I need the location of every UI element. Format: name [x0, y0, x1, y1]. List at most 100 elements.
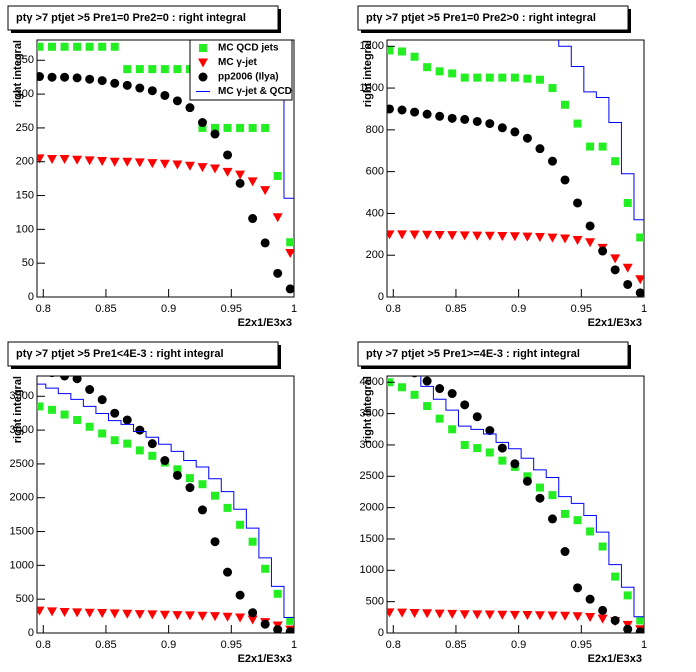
triangle-marker — [560, 611, 571, 621]
circle-marker — [197, 118, 207, 128]
triangle-marker — [47, 607, 58, 617]
circle-marker — [223, 150, 233, 160]
triangle-marker — [434, 609, 445, 619]
x-tick-label: 0.85 — [95, 639, 116, 651]
triangle-marker — [247, 615, 258, 625]
square-marker — [423, 63, 432, 72]
circle-marker — [172, 96, 182, 106]
circle-marker — [472, 412, 482, 422]
circle-marker — [210, 129, 220, 139]
square-marker — [261, 123, 270, 132]
y-tick-label: 2500 — [360, 470, 384, 482]
circle-marker — [435, 111, 445, 121]
circle-marker — [573, 583, 583, 593]
triangle-marker — [534, 611, 545, 621]
square-marker — [273, 589, 282, 598]
y-tick-label: 0 — [378, 627, 384, 639]
circle-marker — [447, 389, 457, 399]
square-marker — [387, 46, 394, 55]
square-marker — [286, 238, 294, 247]
square-marker — [173, 65, 182, 74]
x-axis-label: E2x1/E3x3 — [238, 317, 292, 329]
square-marker — [85, 422, 94, 431]
square-marker — [248, 537, 257, 546]
triangle-marker — [397, 608, 408, 618]
triangle-marker — [572, 235, 583, 245]
square-marker — [123, 439, 132, 448]
circle-marker — [85, 385, 95, 395]
y-tick-label: 800 — [366, 124, 384, 136]
square-marker — [485, 448, 494, 457]
square-marker — [398, 47, 407, 56]
circle-marker — [135, 83, 145, 93]
x-tick-label: 0.85 — [95, 303, 116, 315]
x-tick-label: 0.9 — [161, 639, 176, 651]
chart-title: ptγ >7 ptjet >5 Pre1<4E-3 : right integr… — [16, 348, 224, 360]
square-marker — [485, 73, 494, 82]
circle-marker — [122, 415, 132, 425]
y-axis-label: right integral — [12, 40, 24, 107]
x-tick-label: 0.8 — [36, 303, 51, 315]
plot-area — [37, 376, 294, 633]
y-tick-label: 3000 — [10, 424, 34, 436]
x-tick-label: 0.95 — [571, 639, 592, 651]
triangle-marker — [522, 611, 533, 621]
y-tick-label: 0 — [378, 291, 384, 303]
square-marker — [636, 616, 644, 625]
square-marker — [198, 480, 207, 489]
square-marker — [160, 65, 169, 74]
circle-marker — [485, 119, 495, 129]
square-marker — [636, 233, 644, 242]
triangle-marker — [387, 230, 395, 240]
triangle-marker — [37, 606, 45, 616]
x-tick-label: 1 — [291, 303, 297, 315]
triangle-marker — [272, 213, 283, 223]
triangle-marker — [447, 609, 458, 619]
triangle-marker — [84, 608, 95, 618]
y-tick-label: 0 — [28, 627, 34, 639]
y-tick-label: 1200 — [360, 40, 384, 52]
circle-marker — [460, 114, 470, 124]
circle-marker — [497, 123, 507, 133]
circle-marker — [198, 72, 208, 82]
triangle-marker — [547, 611, 558, 621]
circle-marker — [560, 547, 570, 557]
square-marker — [598, 142, 607, 151]
square-marker — [548, 84, 557, 93]
triangle-marker — [210, 612, 221, 622]
circle-marker — [135, 425, 145, 435]
triangle-marker — [235, 613, 246, 623]
circle-marker — [147, 86, 157, 96]
triangle-marker — [72, 155, 83, 165]
triangle-marker — [147, 159, 158, 169]
triangle-marker — [172, 160, 183, 170]
x-tick-label: 0.85 — [445, 639, 466, 651]
triangle-marker — [235, 170, 246, 180]
triangle-marker — [72, 608, 83, 618]
square-marker — [211, 491, 220, 500]
square-marker — [473, 444, 482, 453]
triangle-marker — [509, 232, 520, 242]
circle-marker — [422, 109, 432, 119]
circle-marker — [60, 72, 70, 82]
square-marker — [498, 456, 507, 465]
circle-marker — [97, 76, 107, 86]
y-tick-label: 1000 — [360, 564, 384, 576]
y-tick-label: 150 — [16, 189, 34, 201]
y-tick-label: 350 — [16, 54, 34, 66]
x-axis-label: E2x1/E3x3 — [588, 317, 642, 329]
triangle-marker — [585, 238, 596, 248]
square-marker — [410, 52, 419, 61]
triangle-marker — [97, 157, 108, 167]
triangle-marker — [122, 157, 133, 167]
y-tick-label: 300 — [16, 88, 34, 100]
y-tick-label: 1500 — [10, 525, 34, 537]
y-tick-label: 500 — [16, 593, 34, 605]
square-marker — [98, 42, 107, 51]
square-marker — [410, 390, 419, 399]
y-tick-label: 3500 — [360, 408, 384, 420]
circle-marker — [610, 615, 620, 625]
y-tick-label: 1000 — [10, 559, 34, 571]
square-marker — [573, 119, 582, 128]
